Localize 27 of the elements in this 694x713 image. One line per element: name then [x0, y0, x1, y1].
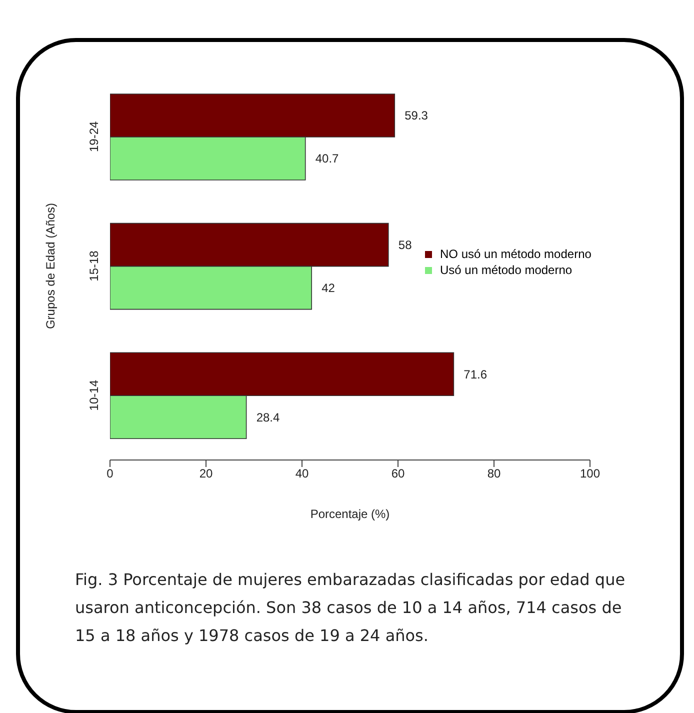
legend-label: NO usó un método moderno [440, 247, 592, 261]
data-label: 58 [398, 238, 412, 252]
data-label: 71.6 [464, 367, 488, 382]
bar [110, 136, 306, 180]
data-label: 40.7 [315, 152, 340, 166]
x-tick-label: 60 [391, 466, 405, 481]
y-tick-label: 15-18 [87, 250, 101, 282]
y-tick-label: 19-24 [87, 121, 101, 152]
bar [110, 395, 247, 440]
x-tick-label: 0 [106, 466, 114, 481]
bar [110, 266, 312, 310]
x-axis-title: Porcentaje (%) [310, 507, 390, 521]
bar [110, 94, 396, 138]
bar [110, 352, 454, 396]
bar [110, 222, 389, 267]
legend-label: Usó un método moderno [440, 263, 572, 277]
y-axis-title: Grupos de Edad (Años) [43, 202, 58, 330]
x-tick-label: 40 [295, 466, 309, 481]
data-label: 59.3 [404, 108, 428, 123]
x-tick-label: 100 [580, 466, 600, 481]
x-tick-label: 20 [199, 466, 213, 481]
x-tick-label: 80 [487, 466, 501, 481]
data-label: 28.4 [256, 410, 280, 424]
rounded-frame: NO usó un método moderno Usó un método moderno 0 20 40 60 80 100 Porcentaje (%) 19-24 15-18 10-14 Grupos de Edad (Años) 59.3 58 71.6 40.7 42 28.4 Fig. 3 Porcentaje de mujeres embarazadas clasificadas por edad que usaron anticoncepción. Son 38 casos de 10 a 14 años, 714 casos de 15 a 18 años y 1978 casos de 19 a 24 años. [16, 38, 684, 713]
y-tick-label: 10-14 [87, 380, 101, 411]
caption: Fig. 3 Porcentaje de mujeres embarazadas clasificadas por edad que usaron anticoncepción. Son 38 casos de 10 a 14 años, 714 casos de 15 a 18 años y 1978 casos de 19 a 24 años. [74, 569, 626, 647]
data-label: 42 [322, 281, 336, 296]
